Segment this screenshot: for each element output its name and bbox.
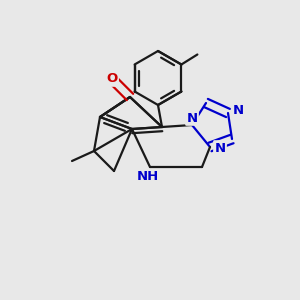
Text: N: N [214, 142, 226, 154]
Text: NH: NH [137, 170, 159, 184]
Text: O: O [106, 73, 118, 85]
Text: N: N [186, 112, 198, 124]
Text: N: N [232, 104, 244, 118]
